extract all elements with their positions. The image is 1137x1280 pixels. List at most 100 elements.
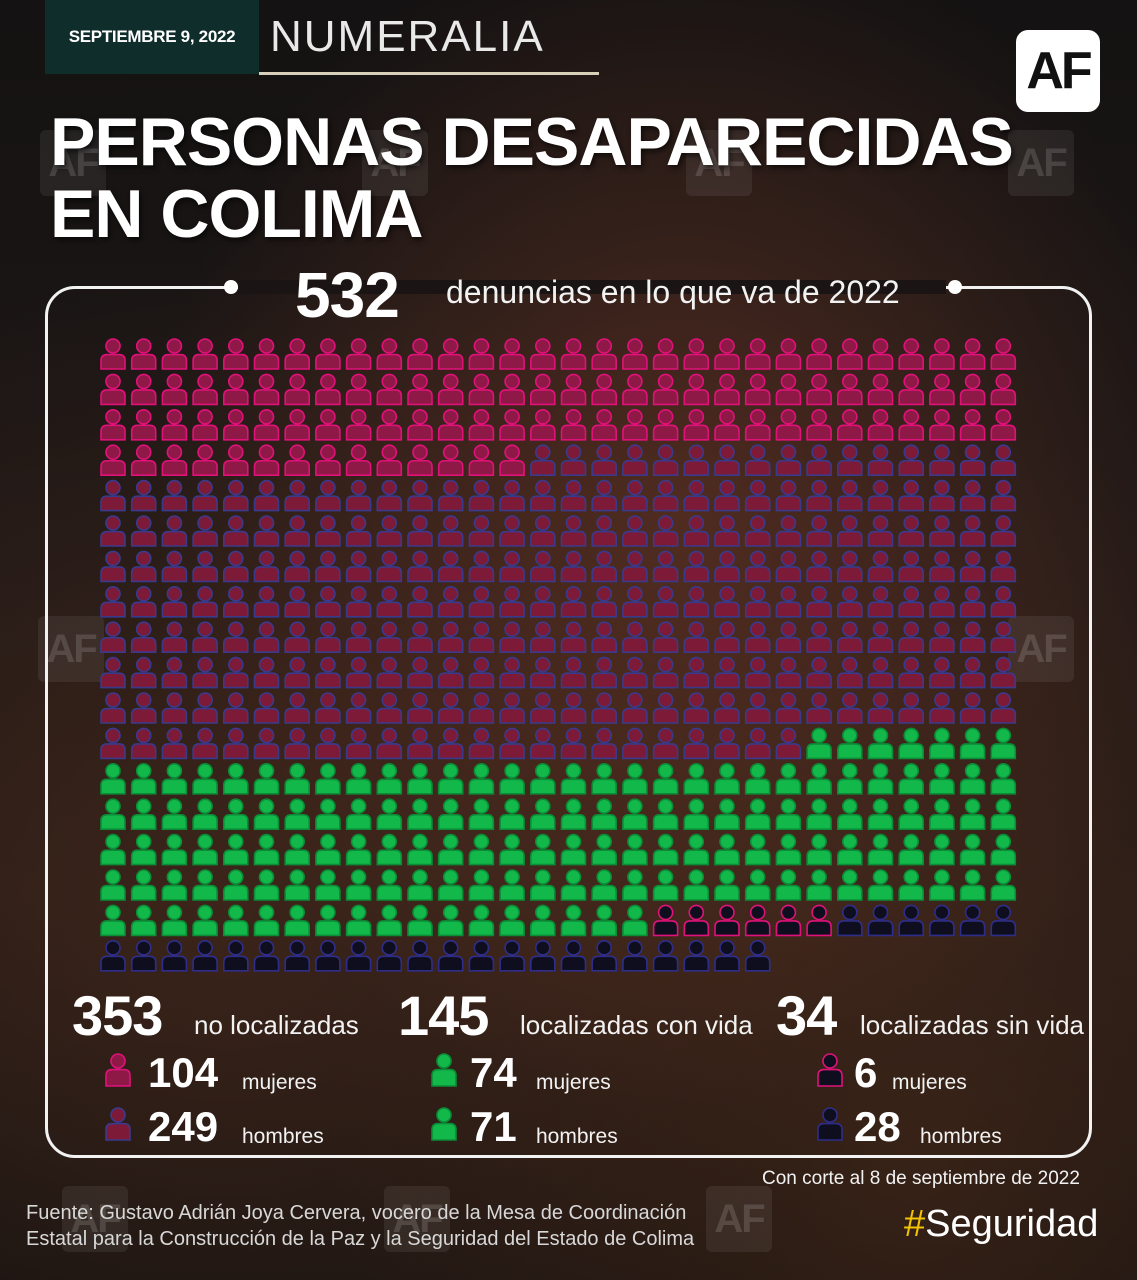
waffle-person-no-localizadas-mujeres [867,338,894,370]
waffle-person-no-localizadas-mujeres [223,338,249,370]
watermark-logo: AF [1008,616,1074,682]
waffle-person-localizadas-con-vida-hombres [530,904,556,937]
waffle-person-no-localizadas-mujeres [560,409,587,441]
waffle-person-no-localizadas-mujeres [437,444,464,476]
waffle-person-no-localizadas-hombres [775,515,802,547]
waffle-person-no-localizadas-hombres [192,550,218,583]
waffle-person-no-localizadas-mujeres [437,373,464,406]
waffle-person-no-localizadas-hombres [161,515,188,547]
waffle-person-no-localizadas-mujeres [683,409,710,441]
waffle-person-localizadas-con-vida-mujeres [253,833,280,866]
waffle-person-localizadas-con-vida-hombres [468,904,495,937]
waffle-person-no-localizadas-mujeres [130,409,157,441]
waffle-person-no-localizadas-mujeres [837,373,863,406]
waffle-person-localizadas-con-vida-mujeres [837,762,863,795]
waffle-person-no-localizadas-hombres [744,515,771,547]
waffle-person-no-localizadas-hombres [284,515,310,547]
waffle-person-no-localizadas-mujeres [652,409,679,441]
waffle-person-localizadas-con-vida-mujeres [407,762,433,795]
waffle-person-localizadas-con-vida-hombres [990,833,1017,866]
waffle-person-localizadas-con-vida-mujeres [560,798,587,830]
waffle-person-no-localizadas-mujeres [468,373,495,406]
waffle-person-no-localizadas-mujeres [622,409,648,441]
waffle-person-no-localizadas-mujeres [130,444,157,476]
waffle-person-no-localizadas-hombres [837,692,863,724]
waffle-person-localizadas-con-vida-mujeres [192,833,218,866]
watermark-logo: AF [40,130,106,196]
waffle-person-no-localizadas-mujeres [223,444,249,476]
waffle-person-localizadas-con-vida-mujeres [468,762,495,795]
waffle-person-localizadas-con-vida-hombres [560,869,587,901]
waffle-person-no-localizadas-hombres [806,550,832,583]
waffle-person-no-localizadas-hombres [744,656,771,689]
waffle-person-no-localizadas-hombres [468,550,495,583]
waffle-person-localizadas-con-vida-mujeres [959,798,986,830]
waffle-person-localizadas-con-vida-hombres [775,869,802,901]
cutoff-note: Con corte al 8 de septiembre de 2022 [762,1168,1080,1189]
waffle-person-localizadas-sin-vida-hombres [683,939,710,972]
waffle-person-no-localizadas-hombres [867,656,894,689]
waffle-person-no-localizadas-hombres [499,621,525,653]
waffle-person-no-localizadas-mujeres [345,338,372,370]
waffle-person-no-localizadas-hombres [714,585,740,618]
waffle-person-no-localizadas-hombres [315,550,341,583]
waffle-person-no-localizadas-hombres [652,515,679,547]
waffle-person-no-localizadas-hombres [499,550,525,583]
waffle-person-no-localizadas-mujeres [100,373,126,406]
waffle-person-no-localizadas-hombres [775,585,802,618]
waffle-person-no-localizadas-hombres [223,692,249,724]
waffle-person-no-localizadas-mujeres [376,338,403,370]
waffle-person-localizadas-con-vida-mujeres [223,833,249,866]
waffle-person-no-localizadas-mujeres [315,409,341,441]
waffle-person-no-localizadas-hombres [560,692,587,724]
waffle-person-no-localizadas-hombres [100,515,126,547]
waffle-person-localizadas-con-vida-hombres [714,833,740,866]
waffle-person-no-localizadas-mujeres [468,409,495,441]
waffle-person-localizadas-con-vida-mujeres [867,762,894,795]
waffle-person-localizadas-con-vida-mujeres [959,762,986,795]
waffle-person-localizadas-sin-vida-hombres [253,939,280,972]
waffle-person-localizadas-con-vida-hombres [867,869,894,901]
waffle-person-no-localizadas-mujeres [315,338,341,370]
frame-gap [238,280,946,294]
waffle-person-no-localizadas-mujeres [437,338,464,370]
waffle-person-no-localizadas-mujeres [192,444,218,476]
waffle-person-no-localizadas-mujeres [959,409,986,441]
waffle-person-no-localizadas-hombres [837,444,863,476]
waffle-person-no-localizadas-mujeres [622,338,648,370]
person-icon [431,1053,457,1087]
waffle-person-no-localizadas-hombres [407,621,433,653]
waffle-person-no-localizadas-hombres [744,621,771,653]
waffle-person-no-localizadas-mujeres [990,338,1017,370]
af-logo: AF [1016,30,1100,112]
waffle-person-no-localizadas-hombres [407,585,433,618]
waffle-person-localizadas-con-vida-hombres [376,833,403,866]
waffle-person-localizadas-con-vida-mujeres [437,762,464,795]
waffle-person-no-localizadas-hombres [100,585,126,618]
waffle-person-no-localizadas-hombres [622,550,648,583]
waffle-person-no-localizadas-mujeres [990,409,1017,441]
waffle-person-localizadas-sin-vida-hombres [959,904,986,937]
waffle-person-no-localizadas-mujeres [714,373,740,406]
waffle-person-no-localizadas-hombres [315,621,341,653]
waffle-person-localizadas-con-vida-mujeres [990,727,1017,760]
waffle-person-no-localizadas-hombres [130,515,157,547]
waffle-person-no-localizadas-hombres [898,692,924,724]
waffle-person-no-localizadas-mujeres [837,338,863,370]
person-icon [431,1107,457,1141]
waffle-person-no-localizadas-hombres [284,479,310,512]
waffle-person-no-localizadas-hombres [652,550,679,583]
waffle-person-no-localizadas-mujeres [345,444,372,476]
waffle-person-localizadas-sin-vida-mujeres [775,904,802,937]
waffle-person-no-localizadas-hombres [775,444,802,476]
waffle-person-no-localizadas-hombres [223,727,249,760]
waffle-person-no-localizadas-hombres [100,621,126,653]
source-line-2: Estatal para la Construcción de la Paz y… [26,1228,695,1250]
waffle-person-localizadas-con-vida-mujeres [806,727,832,760]
waffle-person-no-localizadas-hombres [100,479,126,512]
waffle-person-localizadas-con-vida-hombres [806,833,832,866]
waffle-person-no-localizadas-hombres [990,621,1017,653]
waffle-person-no-localizadas-mujeres [898,409,924,441]
waffle-person-no-localizadas-hombres [530,656,556,689]
waffle-person-localizadas-con-vida-hombres [898,869,924,901]
